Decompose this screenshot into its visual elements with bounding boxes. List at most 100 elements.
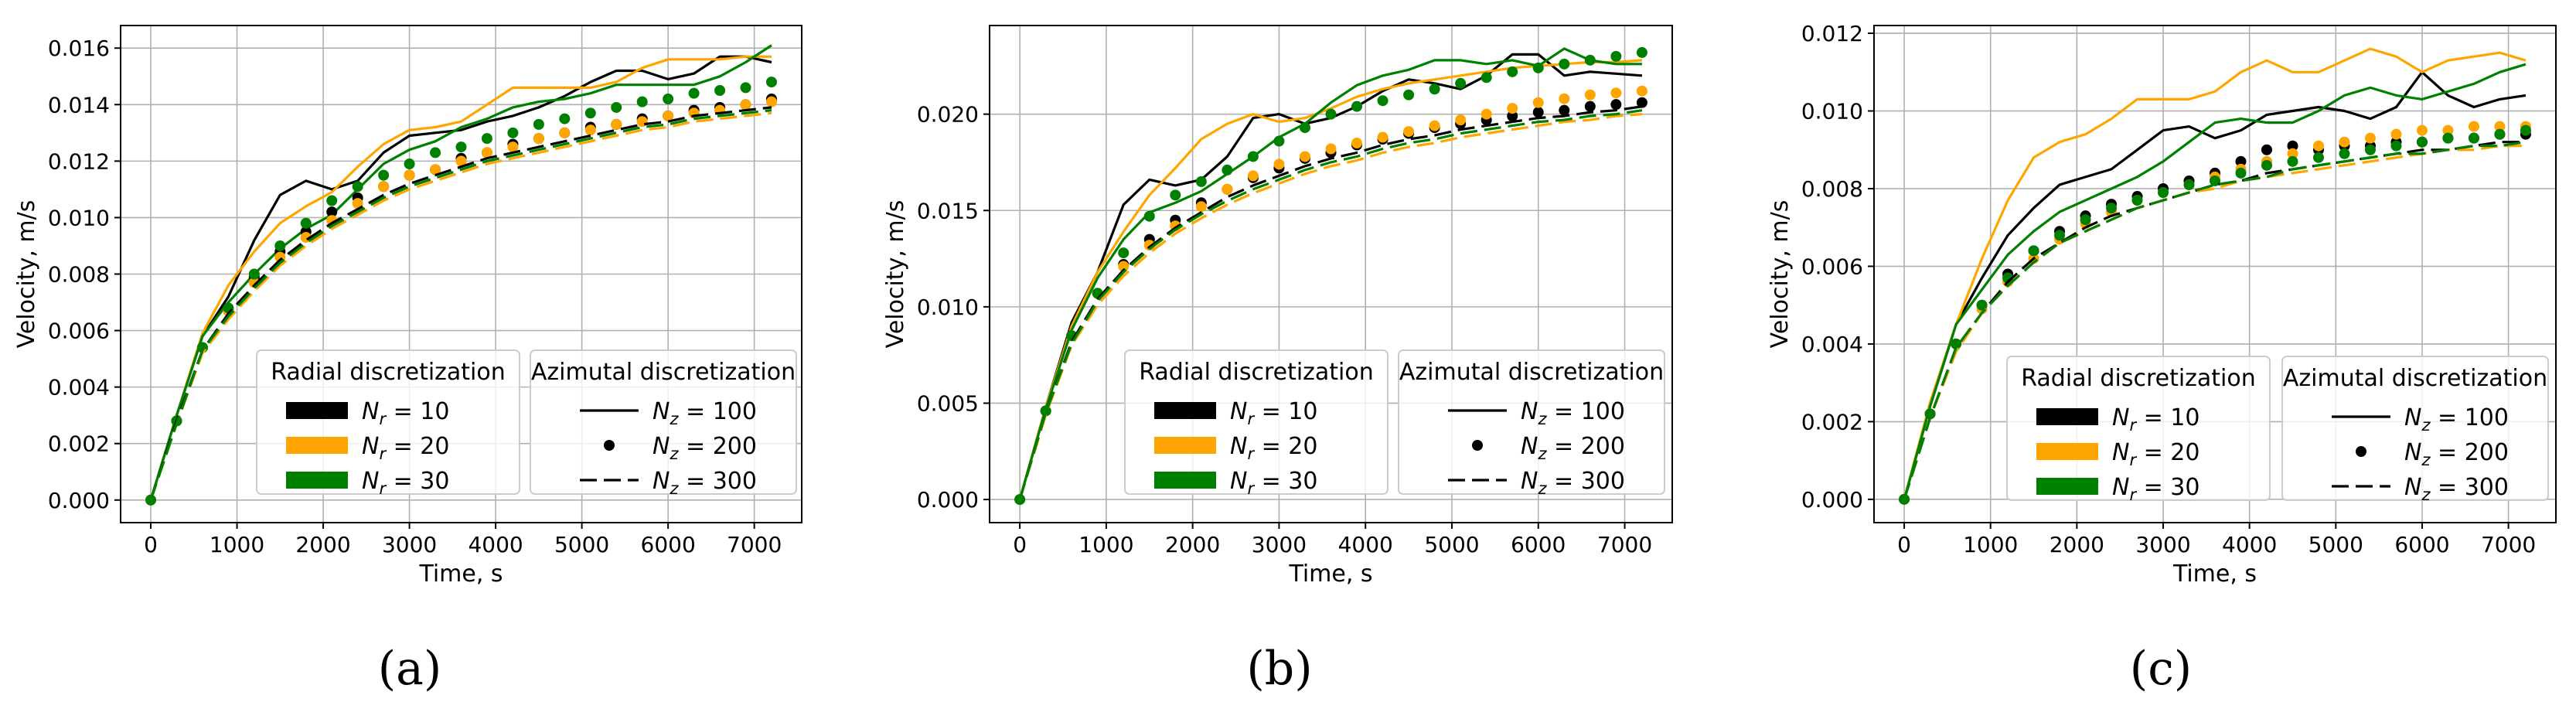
- data-point: [533, 133, 544, 145]
- x-tick-label: 4000: [468, 532, 523, 557]
- legend-azimutal-title: Azimutal discretization: [2283, 365, 2547, 392]
- legend-radial: Radial discretization Nr = 10 Nr = 20 Nr = …: [256, 349, 520, 498]
- legend-azimutal-entry: Nz = 300: [2404, 474, 2509, 504]
- data-point: [1403, 126, 1415, 138]
- data-point: [765, 96, 777, 107]
- y-tick-label: 0.015: [917, 198, 979, 223]
- data-point: [1247, 170, 1259, 182]
- series-dots: [1014, 46, 1647, 506]
- legend-dot-marker: [2356, 446, 2366, 457]
- legend-azimutal-title: Azimutal discretization: [1399, 359, 1664, 386]
- x-tick-label: 4000: [2222, 532, 2277, 557]
- data-point: [2106, 203, 2118, 214]
- data-point: [1143, 210, 1155, 222]
- legend-radial-entry: Nr = 10: [2112, 404, 2199, 434]
- data-point: [714, 85, 726, 97]
- data-point: [688, 87, 700, 99]
- legend-azimutal: Azimutal discretization Nz = 100 Nz = 200 N…: [530, 349, 797, 498]
- data-point: [1118, 247, 1130, 259]
- series-line-dashed: [1903, 141, 2527, 500]
- x-tick-label: 3000: [382, 532, 437, 557]
- data-point: [2390, 140, 2402, 152]
- data-point: [2183, 179, 2195, 190]
- x-tick-label: 0: [144, 532, 158, 557]
- panel-label-a: (a): [378, 642, 442, 696]
- data-point: [2494, 128, 2506, 140]
- data-point: [1636, 46, 1647, 58]
- data-point: [1222, 183, 1233, 195]
- legend-color-swatch: [286, 437, 348, 454]
- x-tick-label: 0: [1013, 532, 1027, 557]
- data-point: [2312, 152, 2324, 163]
- y-tick-label: 0.006: [1801, 254, 1863, 279]
- data-point: [1532, 62, 1544, 73]
- x-tick-label: 6000: [1511, 532, 1566, 557]
- y-tick-label: 0.012: [48, 148, 110, 174]
- y-tick-label: 0.010: [48, 205, 110, 230]
- y-axis-label: Velocity, m/s: [13, 200, 40, 349]
- series-line-dashed: [1018, 109, 1643, 500]
- data-point: [2442, 132, 2454, 144]
- data-point: [326, 195, 338, 206]
- data-point: [2261, 144, 2272, 155]
- series-line-dashed: [1018, 113, 1643, 500]
- data-point: [1610, 99, 1622, 111]
- panel-label-c: (c): [2130, 642, 2192, 696]
- legend-azimutal-entry: Nz = 200: [653, 433, 757, 463]
- series-line-solid: [1903, 63, 2527, 500]
- x-tick-label: 1000: [1963, 532, 2018, 557]
- data-point: [1429, 120, 1440, 131]
- data-point: [1481, 72, 1492, 83]
- x-tick-label: 7000: [1597, 532, 1652, 557]
- data-point: [1377, 95, 1389, 107]
- data-point: [1559, 104, 1570, 116]
- legend-radial-entry: Nr = 20: [1230, 433, 1317, 463]
- data-point: [2364, 132, 2376, 144]
- data-point: [1584, 101, 1596, 112]
- data-point: [1455, 114, 1467, 126]
- legend-azimutal: Azimutal discretization Nz = 100 Nz = 200 N…: [1398, 349, 1665, 498]
- data-point: [378, 181, 390, 193]
- series-line-dashed: [149, 109, 772, 501]
- data-point: [1351, 138, 1363, 149]
- data-point: [2390, 128, 2402, 140]
- y-tick-label: 0.004: [48, 375, 110, 400]
- y-tick-label: 0.020: [917, 102, 979, 128]
- legend-azimutal-entry: Nz = 200: [1521, 433, 1625, 463]
- plot-frame: [989, 25, 1673, 523]
- x-tick-label: 7000: [2481, 532, 2536, 557]
- data-point: [611, 101, 622, 113]
- data-point: [1377, 131, 1389, 143]
- data-point: [533, 118, 544, 130]
- data-point: [326, 206, 338, 218]
- series-line-solid: [1903, 47, 2527, 500]
- x-tick-label: 5000: [2309, 532, 2363, 557]
- data-point: [1455, 77, 1467, 89]
- data-point: [584, 107, 596, 119]
- data-point: [1507, 103, 1518, 114]
- data-point: [740, 99, 751, 111]
- x-tick-label: 2000: [2050, 532, 2104, 557]
- data-point: [2235, 167, 2247, 179]
- data-point: [663, 93, 674, 104]
- data-point: [559, 113, 571, 124]
- x-axis-label: Time, s: [1288, 561, 1372, 588]
- x-tick-label: 4000: [1338, 532, 1393, 557]
- data-point: [1559, 93, 1570, 104]
- data-point: [2468, 132, 2479, 144]
- data-point: [1195, 201, 1207, 213]
- x-axis-label: Time, s: [2172, 561, 2257, 588]
- data-point: [2158, 187, 2169, 199]
- data-point: [740, 82, 751, 94]
- x-tick-label: 2000: [1165, 532, 1220, 557]
- data-point: [2416, 124, 2428, 136]
- data-point: [248, 268, 260, 280]
- legend-color-swatch: [2036, 408, 2098, 425]
- legend-azimutal-entry: Nz = 100: [2404, 404, 2509, 434]
- data-point: [1247, 151, 1259, 162]
- data-point: [352, 181, 363, 193]
- data-point: [1584, 54, 1596, 66]
- data-point: [1429, 83, 1440, 95]
- data-point: [2287, 155, 2298, 167]
- data-point: [1559, 58, 1570, 70]
